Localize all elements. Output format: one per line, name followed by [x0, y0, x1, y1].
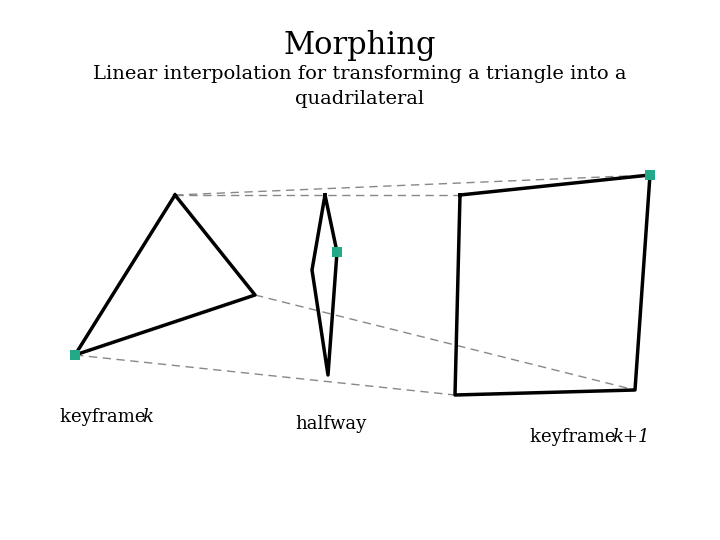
Point	[69, 350, 81, 359]
Text: Morphing: Morphing	[284, 30, 436, 61]
Text: Linear interpolation for transforming a triangle into a
quadrilateral: Linear interpolation for transforming a …	[94, 65, 626, 108]
Point	[331, 248, 343, 256]
Text: k: k	[142, 408, 153, 426]
Point	[644, 171, 656, 179]
Text: keyframe: keyframe	[60, 408, 151, 426]
Text: halfway: halfway	[295, 415, 366, 433]
Text: k+1: k+1	[612, 428, 649, 446]
Text: keyframe: keyframe	[530, 428, 621, 446]
